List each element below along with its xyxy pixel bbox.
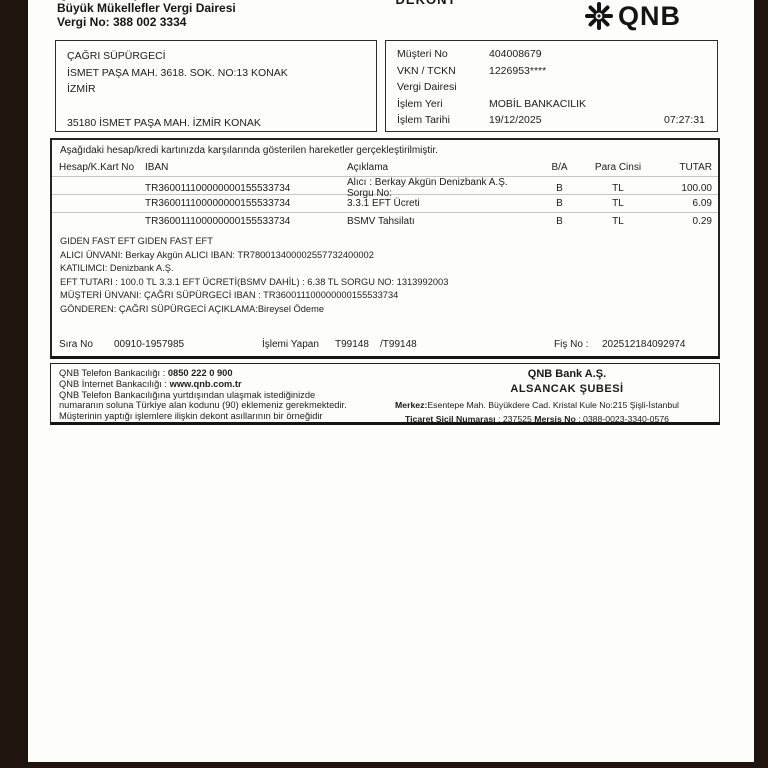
footer-phone-line: QNB Telefon Bankacılığı : 0850 222 0 900 xyxy=(59,368,347,379)
cell-para: TL xyxy=(612,182,624,194)
detail-line: EFT TUTARI : 100.0 TL 3.3.1 EFT ÜCRETİ(B… xyxy=(60,276,449,287)
info-row-vergi-dairesi: Vergi Dairesi xyxy=(397,79,706,96)
sicil-value: : 237525 xyxy=(495,413,535,424)
col-iban: IBAN xyxy=(145,162,169,173)
transaction-detail-block: GIDEN FAST EFT GIDEN FAST EFT ALICI ÜNVA… xyxy=(52,230,718,321)
cell-tutar: 100.00 xyxy=(681,182,712,194)
cell-para: TL xyxy=(612,216,624,227)
phone-label: QNB Telefon Bankacılığı : xyxy=(59,368,168,378)
table-row: TR360011100000000155533734 3.3.1 EFT Ücr… xyxy=(52,194,718,212)
sicil-label: Ticaret Sicil Numarası xyxy=(404,413,496,424)
info-row-musteri-no: Müşteri No 404008679 xyxy=(397,46,706,63)
col-ba: B/A xyxy=(551,162,568,173)
field-label: İşlem Yeri xyxy=(397,97,443,110)
islemi-yapan-value1: T99148 xyxy=(335,339,369,350)
col-tutar: TUTAR xyxy=(679,162,712,173)
cell-aciklama: 3.3.1 EFT Ücreti xyxy=(347,198,420,209)
detail-line: ALICI ÜNVANI: Berkay Akgün ALICI IBAN: T… xyxy=(60,249,374,260)
cell-aciklama: BSMV Tahsilatı xyxy=(347,216,415,227)
merkez-label: Merkez: xyxy=(395,400,428,410)
customer-address-box: ÇAĞRI SÜPÜRGECİ İSMET PAŞA MAH. 3618. SO… xyxy=(55,40,377,132)
transactions-box: Aşağıdaki hesap/kredi kartınızda karşıla… xyxy=(50,138,720,359)
cell-iban: TR360011100000000155533734 xyxy=(145,216,291,227)
footer-merkez-line: Merkez:Esentepe Mah. Büyükdere Cad. Kris… xyxy=(361,400,713,411)
detail-line: KATILIMCI: Denizbank A.Ş. xyxy=(60,263,174,273)
qnb-logo: QNB xyxy=(584,1,681,31)
footer-branch-name: ALSANCAK ŞUBESİ xyxy=(510,383,624,395)
footer-bank-name: QNB Bank A.Ş. xyxy=(527,368,607,380)
field-label: Vergi Dairesi xyxy=(397,81,457,94)
web-value: www.qnb.com.tr xyxy=(169,378,242,389)
footer-box: QNB Telefon Bankacılığı : 0850 222 0 900… xyxy=(50,363,720,425)
issuer-name: QNB Bank A.Ş. xyxy=(57,0,236,1)
web-label: QNB İnternet Bankacılığı : xyxy=(59,378,170,389)
field-value: 1226953**** xyxy=(489,64,547,77)
footer-bank-block: QNB Bank A.Ş. ALSANCAK ŞUBESİ Merkez:Ese… xyxy=(395,367,713,424)
phone-value: 0850 222 0 900 xyxy=(167,368,233,378)
customer-postal-line: 35180 İSMET PAŞA MAH. İZMİR KONAK xyxy=(67,116,261,129)
issuer-tax-office: Büyük Mükellefler Vergi Dairesi xyxy=(57,1,236,15)
col-para-cinsi: Para Cinsi xyxy=(594,162,642,173)
table-row: TR360011100000000155533734 Alıcı : Berka… xyxy=(52,176,718,199)
cell-ba: B xyxy=(556,216,563,227)
detail-line: GIDEN FAST EFT GIDEN FAST EFT xyxy=(60,236,213,246)
mersis-label: Mersis No xyxy=(534,413,576,424)
info-row-vkn-tckn: VKN / TCKN 1226953**** xyxy=(397,63,706,80)
fis-no-label: Fiş No : xyxy=(554,339,589,350)
footer-web-line: QNB İnternet Bankacılığı : www.qnb.com.t… xyxy=(59,379,347,390)
footer-contact-block: QNB Telefon Bankacılığı : 0850 222 0 900… xyxy=(59,368,347,422)
field-value: 19/12/2025 xyxy=(489,114,542,127)
field-time-value: 07:27:31 xyxy=(664,114,705,127)
fis-no-value: 202512184092974 xyxy=(602,339,686,350)
qnb-star-icon xyxy=(585,2,613,30)
cell-tutar: 6.09 xyxy=(692,198,712,209)
cell-iban: TR360011100000000155533734 xyxy=(145,198,291,209)
mersis-value: : 0388-0023-3340-0576 xyxy=(575,413,670,424)
cell-para: TL xyxy=(612,198,624,209)
customer-address-line2: İZMİR xyxy=(67,83,96,95)
transactions-intro: Aşağıdaki hesap/kredi kartınızda karşıla… xyxy=(60,145,438,156)
sira-no-value: 00910-1957985 xyxy=(114,339,185,350)
issuer-tax-no: Vergi No: 388 002 3334 xyxy=(57,15,187,29)
col-hesap: Hesap/K.Kart No xyxy=(59,162,135,173)
table-row: TR360011100000000155533734 BSMV Tahsilat… xyxy=(52,212,718,230)
customer-address-line1: İSMET PAŞA MAH. 3618. SOK. NO:13 KONAK xyxy=(67,66,288,79)
issuer-block: QNB Bank A.Ş. Büyük Mükellefler Vergi Da… xyxy=(57,0,236,29)
table-header-row: Hesap/K.Kart No IBAN Açıklama B/A Para C… xyxy=(52,159,718,176)
field-label: VKN / TCKN xyxy=(397,64,456,77)
islemi-yapan-label: İşlemi Yapan xyxy=(262,339,319,350)
cell-iban: TR360011100000000155533734 xyxy=(145,182,291,194)
detail-line: MÜŞTERİ ÜNVANI: ÇAĞRI SÜPÜRGECİ IBAN : T… xyxy=(60,290,399,300)
merkez-value: Esentepe Mah. Büyükdere Cad. Kristal Kul… xyxy=(427,400,679,410)
footer-sicil-line: Ticaret Sicil Numarası : 237525 Mersis N… xyxy=(361,414,713,425)
footer-note-line: Müşterinin yaptığı işlemlere ilişkin dek… xyxy=(59,411,323,422)
cell-ba: B xyxy=(556,198,563,209)
reference-row: Sıra No 00910-1957985 İşlemi Yapan T9914… xyxy=(52,337,718,356)
document-title: DEKONT xyxy=(346,0,506,7)
cell-ba: B xyxy=(556,182,563,194)
footer-note-line: QNB Telefon Bankacılığına yurtdışından u… xyxy=(59,389,316,400)
info-row-islem-tarihi: İşlem Tarihi 19/12/2025 07:27:31 xyxy=(397,112,706,129)
customer-name: ÇAĞRI SÜPÜRGECİ xyxy=(67,50,166,62)
cell-aciklama: Alıcı : Berkay Akgün Denizbank A.Ş. Sorg… xyxy=(347,177,508,199)
receipt-page: QNB Bank A.Ş. Büyük Mükellefler Vergi Da… xyxy=(28,0,754,762)
field-label: İşlem Tarihi xyxy=(397,114,450,127)
transactions-table: Hesap/K.Kart No IBAN Açıklama B/A Para C… xyxy=(52,159,718,230)
field-value: MOBİL BANKACILIK xyxy=(489,97,587,110)
info-row-islem-yeri: İşlem Yeri MOBİL BANKACILIK xyxy=(397,96,706,113)
detail-line: GÖNDEREN: ÇAĞRI SÜPÜRGECİ AÇIKLAMA:Birey… xyxy=(60,303,324,314)
col-aciklama: Açıklama xyxy=(347,162,389,173)
qnb-logotype: QNB xyxy=(618,1,681,31)
footer-note-line: numaranın soluna Türkiye alan kodunu (90… xyxy=(59,400,347,411)
islemi-yapan-value2: /T99148 xyxy=(380,339,417,350)
field-value: 404008679 xyxy=(489,48,542,61)
sira-no-label: Sıra No xyxy=(59,339,93,350)
field-label: Müşteri No xyxy=(397,48,448,61)
cell-tutar: 0.29 xyxy=(692,216,712,227)
transaction-info-box: Müşteri No 404008679 VKN / TCKN 1226953*… xyxy=(385,40,718,132)
